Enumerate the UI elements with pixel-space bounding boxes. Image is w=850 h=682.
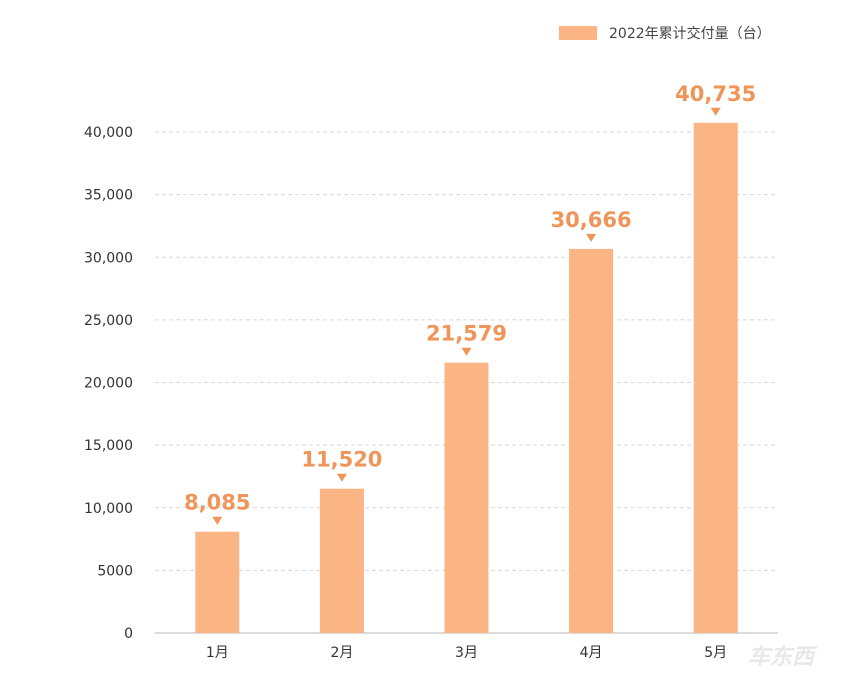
x-tick-label: 3月 <box>455 645 478 661</box>
marker-triangle <box>710 107 721 116</box>
data-label: 30,666 <box>551 208 632 232</box>
bar-2 <box>319 488 364 633</box>
x-tick-label: 4月 <box>580 645 603 661</box>
y-tick-label: 40,000 <box>84 125 133 141</box>
watermark-logo: 车东西 <box>748 644 818 670</box>
y-tick-label: 25,000 <box>84 313 133 329</box>
x-tick-label: 5月 <box>704 645 727 661</box>
y-tick-label: 20,000 <box>84 376 133 392</box>
y-tick-label: 30,000 <box>84 250 133 266</box>
y-tick-label: 0 <box>124 626 133 642</box>
marker-triangle <box>212 516 223 525</box>
bar-1 <box>195 531 240 633</box>
y-tick-label: 35,000 <box>84 188 133 204</box>
bar-5 <box>693 122 738 633</box>
legend-swatch <box>559 26 597 40</box>
marker-triangle <box>336 473 347 482</box>
data-label: 21,579 <box>426 322 507 346</box>
marker-triangle <box>586 233 597 242</box>
y-tick-label: 5000 <box>97 563 133 579</box>
data-label: 11,520 <box>301 448 382 472</box>
bar-4 <box>569 248 614 633</box>
data-label: 8,085 <box>184 491 250 515</box>
marker-triangle <box>461 347 472 356</box>
x-tick-label: 1月 <box>206 645 229 661</box>
y-tick-label: 10,000 <box>84 501 133 517</box>
y-tick-label: 15,000 <box>84 438 133 454</box>
data-label: 40,735 <box>675 82 756 106</box>
legend-label: 2022年累计交付量（台） <box>609 25 771 42</box>
bar-3 <box>444 362 489 633</box>
x-tick-label: 2月 <box>330 645 353 661</box>
